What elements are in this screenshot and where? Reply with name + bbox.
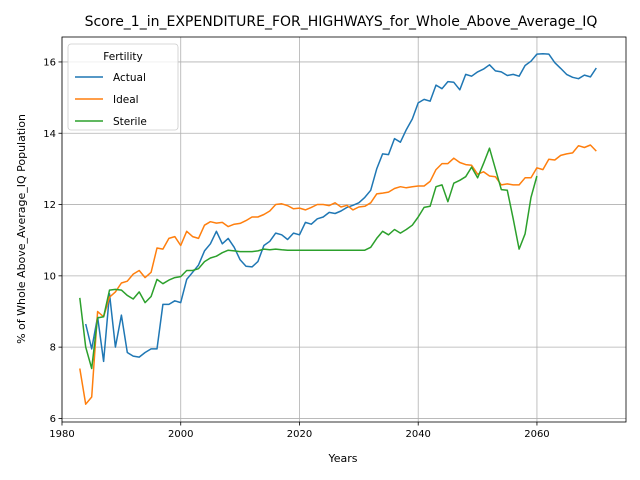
- legend-label-sterile: Sterile: [113, 116, 147, 128]
- legend-box: [67, 43, 179, 131]
- y-tick-label: 10: [43, 271, 56, 282]
- y-tick-label: 6: [50, 414, 56, 425]
- x-tick-label: 2000: [168, 429, 193, 440]
- x-tick-label: 1980: [49, 429, 74, 440]
- plot-area-frame: [61, 36, 627, 423]
- series-line-actual: [84, 53, 597, 363]
- legend-label-actual: Actual: [113, 72, 146, 84]
- gridlines: [61, 37, 626, 422]
- series-lines: [79, 53, 597, 405]
- chart-title: Score_1_in_EXPENDITURE_FOR_HIGHWAYS_for_…: [85, 14, 598, 30]
- y-tick-label: 16: [43, 57, 56, 68]
- y-tick-label: 8: [50, 343, 56, 354]
- y-tick-label: 14: [43, 129, 56, 140]
- legend-label-ideal: Ideal: [113, 94, 139, 106]
- y-tick-label: 12: [43, 200, 56, 211]
- axis-ticks: 1980 2000 2020 2040 2060 6 8 10 12 14 16: [43, 57, 549, 440]
- x-tick-label: 2020: [287, 429, 312, 440]
- legend: Fertility Actual Ideal Sterile: [67, 43, 179, 131]
- series-line-sterile: [79, 147, 538, 370]
- series-line-ideal: [79, 144, 597, 405]
- x-tick-label: 2040: [405, 429, 430, 440]
- y-axis-label: % of Whole Above_Average_IQ Population: [15, 114, 28, 344]
- x-axis-label: Years: [327, 452, 357, 465]
- legend-title: Fertility: [103, 51, 142, 63]
- x-tick-label: 2060: [524, 429, 549, 440]
